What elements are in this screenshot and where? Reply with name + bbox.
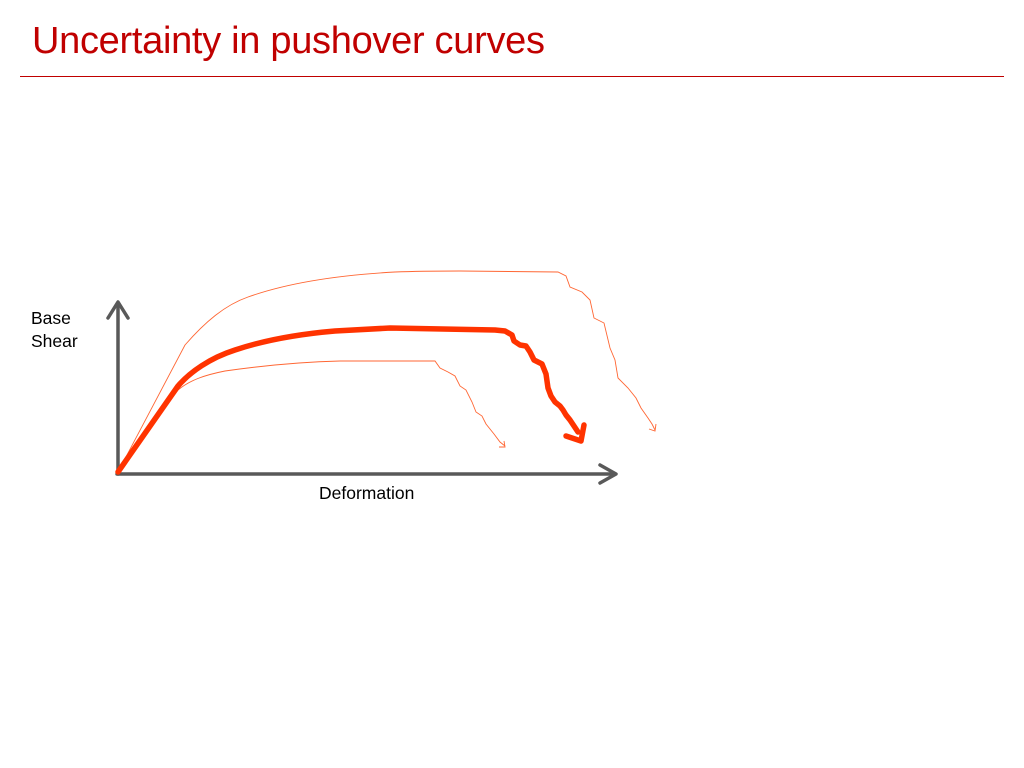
lower-bound-arrowhead (499, 440, 506, 448)
axes (106, 300, 618, 485)
y-axis-label: Base Shear (31, 307, 101, 353)
y-axis-arrowhead (106, 300, 130, 320)
mean-curve (115, 325, 581, 475)
lower-bound-curve (117, 360, 506, 473)
mean-curve-arrowhead (563, 422, 587, 444)
y-axis-label-line1: Base (31, 308, 71, 328)
title-divider (20, 76, 1004, 77)
x-axis-label: Deformation (319, 483, 415, 503)
x-axis-arrowhead (598, 463, 618, 485)
y-axis-label-line2: Shear (31, 331, 78, 351)
slide-title: Uncertainty in pushover curves (32, 20, 545, 62)
upper-bound-curve (117, 270, 656, 473)
upper-bound-arrowhead (648, 423, 657, 432)
